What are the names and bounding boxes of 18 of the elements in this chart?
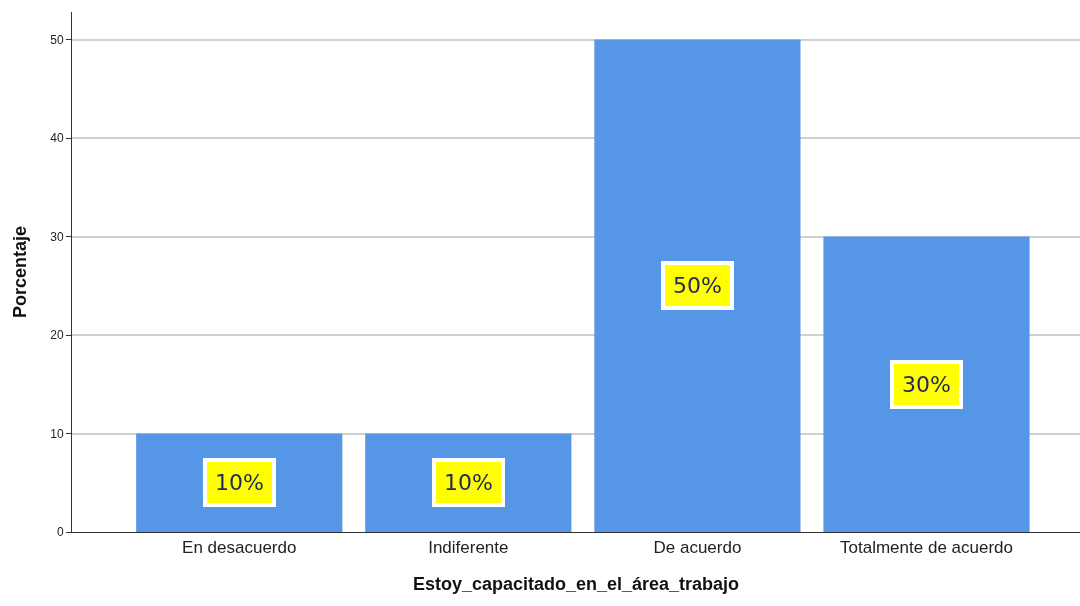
x-tick-label: Indiferente bbox=[428, 538, 509, 558]
x-tick-label: Totalmente de acuerdo bbox=[840, 538, 1013, 558]
x-axis-title: Estoy_capacitado_en_el_área_trabajo bbox=[412, 573, 740, 594]
y-tick-label: 0 bbox=[56, 525, 64, 540]
y-axis-title: Porcentaje bbox=[10, 225, 31, 319]
x-tick-label: En desacuerdo bbox=[182, 538, 297, 558]
bar bbox=[594, 39, 801, 532]
x-tick-label: De acuerdo bbox=[653, 538, 742, 558]
y-tick-label: 30 bbox=[50, 229, 64, 244]
data-label: 10% bbox=[444, 470, 493, 495]
data-label: 10% bbox=[215, 470, 264, 495]
data-label: 50% bbox=[673, 273, 722, 298]
bar bbox=[823, 236, 1030, 532]
data-label: 30% bbox=[902, 372, 951, 397]
y-tick-label: 20 bbox=[50, 328, 64, 343]
y-tick-label: 50 bbox=[50, 32, 64, 47]
y-tick-label: 40 bbox=[50, 131, 64, 146]
y-tick-label: 10 bbox=[50, 426, 64, 441]
